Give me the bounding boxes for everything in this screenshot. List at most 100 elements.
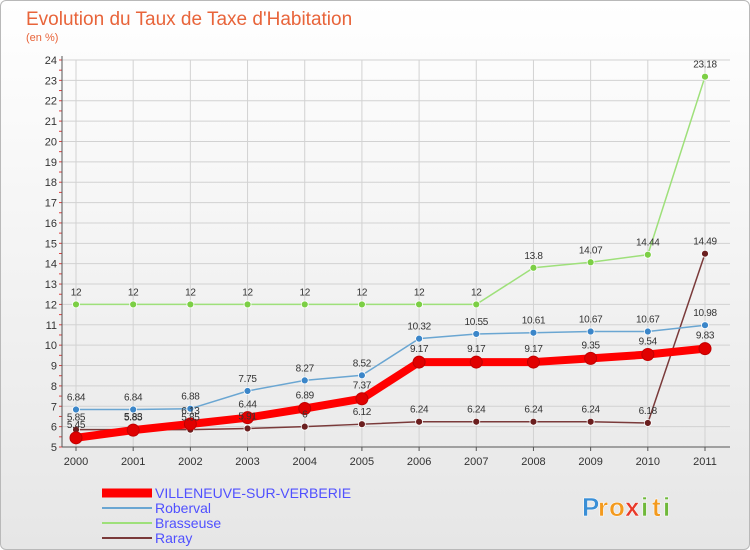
data-point [586, 327, 595, 336]
data-point [701, 72, 709, 81]
data-point [243, 424, 252, 433]
data-label: 9.83 [696, 331, 715, 342]
series-line-2 [75, 75, 706, 306]
data-label: 14.07 [579, 245, 603, 256]
y-tick-label: 6 [51, 422, 57, 434]
data-label: 8.52 [353, 358, 372, 369]
data-point [529, 263, 538, 272]
data-label: 14.44 [636, 238, 660, 249]
data-point [412, 355, 426, 369]
y-tick-label: 19 [45, 157, 57, 169]
data-label: 6.24 [410, 405, 429, 416]
y-tick-label: 16 [45, 218, 57, 230]
data-label: 5.85 [67, 413, 86, 424]
chart-title: Evolution du Taux de Taxe d'Habitation [26, 9, 352, 30]
data-label: 5.45 [67, 420, 86, 431]
brand-letter: x [625, 492, 640, 522]
y-tick-label: 24 [45, 55, 57, 67]
x-tick-label: 2002 [178, 456, 202, 468]
brand-logo: Pr o x i t i [582, 492, 671, 523]
legend-entry: Raray [155, 530, 192, 546]
data-label: 23.18 [693, 60, 717, 71]
data-point [183, 417, 197, 431]
legend-entry: VILLENEUVE-SUR-VERBERIE [155, 485, 351, 501]
data-point [129, 300, 138, 309]
y-tick-label: 8 [51, 381, 57, 393]
data-label: 5.85 [181, 413, 200, 424]
data-labels: 5.45 5.83 6.13 6.44 6.89 7.37 9.17 9.17 9.17 9.35… [67, 60, 718, 431]
y-tick-label: 21 [45, 116, 57, 128]
data-label: 13.8 [524, 251, 543, 262]
data-label: 12 [71, 287, 82, 298]
data-point [586, 417, 595, 426]
legend-entry: Brasseuse [155, 515, 221, 531]
data-label: 6.89 [296, 391, 315, 402]
y-tick-label: 9 [51, 361, 57, 373]
series-line-3 [75, 252, 706, 431]
y-tick-label: 12 [45, 299, 57, 311]
data-point [641, 348, 655, 362]
data-label: 6.44 [238, 400, 257, 411]
y-tick-label: 7 [51, 401, 57, 413]
data-label: 10.98 [693, 308, 717, 319]
data-label: 6.18 [639, 406, 658, 417]
data-label: 6.13 [181, 406, 200, 417]
data-label: 8.27 [296, 363, 315, 374]
data-point [358, 300, 366, 309]
data-label: 6.84 [124, 393, 143, 404]
data-point [298, 402, 312, 416]
y-tick-label: 5 [51, 442, 57, 454]
x-tick-label: 2008 [521, 456, 545, 468]
data-point [186, 300, 195, 309]
data-label: 9.35 [582, 340, 601, 351]
data-label: 12 [242, 287, 253, 298]
y-tick-label: 13 [45, 279, 57, 291]
series-line-0 [72, 344, 709, 442]
data-point [300, 376, 309, 385]
y-tick-label: 23 [45, 75, 57, 87]
data-point [586, 258, 595, 267]
y-tick-label: 22 [45, 96, 57, 108]
data-point [241, 411, 255, 425]
data-label: 6 [302, 410, 308, 421]
data-point [701, 321, 709, 330]
data-label: 6.84 [67, 393, 86, 404]
series-line-1 [75, 324, 706, 411]
data-point [243, 387, 252, 395]
data-point [186, 404, 195, 413]
series [69, 72, 712, 445]
brand-letter: P [582, 492, 599, 522]
y-tick-label: 14 [45, 259, 57, 271]
data-point [72, 300, 80, 309]
x-tick-label: 2007 [464, 456, 488, 468]
x-tick-label: 2001 [121, 456, 145, 468]
data-point [415, 300, 423, 309]
data-label: 9.17 [524, 344, 543, 355]
data-label: 9.17 [467, 344, 486, 355]
data-point [355, 392, 369, 406]
data-label: 10.67 [636, 315, 660, 326]
brand-letter: i [663, 492, 670, 522]
grid [62, 59, 730, 448]
brand-letter: i [641, 492, 648, 522]
data-point [584, 351, 598, 365]
data-label: 7.75 [238, 374, 257, 385]
data-label: 12 [185, 287, 196, 298]
data-label: 6.24 [467, 405, 486, 416]
data-label: 5.83 [124, 412, 143, 423]
data-label: 12 [128, 287, 139, 298]
data-label: 10.67 [579, 315, 603, 326]
y-tick-label: 10 [45, 340, 57, 352]
data-point [126, 423, 140, 437]
data-label: 6.24 [524, 405, 543, 416]
data-label: 12 [357, 287, 368, 298]
data-point [529, 417, 538, 426]
data-label: 5.91 [238, 411, 257, 422]
x-tick-label: 2004 [292, 456, 316, 468]
data-point [300, 422, 309, 431]
data-point [701, 249, 709, 258]
axes: 5 6 7 8 9 10 11 12 13 14 15 16 17 18 19 20 21 22 23 24 2000 2… [45, 55, 730, 468]
data-point [69, 431, 83, 445]
